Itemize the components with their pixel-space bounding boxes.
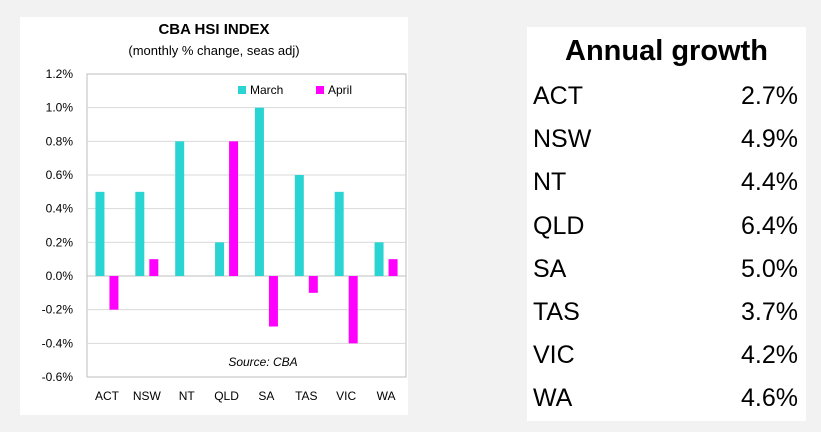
legend-label: April [328, 83, 352, 97]
bar-march-nsw [135, 191, 145, 276]
y-tick-label: 0.8% [46, 134, 74, 148]
growth-value: 2.7% [741, 82, 798, 110]
growth-state-label: NSW [533, 125, 592, 154]
growth-value: 5.0% [741, 254, 798, 283]
growth-row-act: ACT 2.7% [533, 82, 798, 122]
x-tick-label: VIC [336, 389, 356, 403]
y-tick-label: 0.4% [46, 202, 74, 216]
bar-march-wa [374, 242, 384, 276]
bar-april-tas [308, 276, 318, 293]
growth-state-label: NT [533, 168, 567, 197]
bar-april-nsw [149, 259, 159, 276]
growth-state-label: VIC [533, 341, 575, 370]
growth-value: 4.6% [741, 384, 798, 413]
x-tick-label: QLD [214, 389, 239, 403]
bar-march-sa [254, 107, 264, 277]
bar-march-tas [294, 175, 304, 276]
growth-row-nsw: NSW 4.9% [533, 125, 798, 165]
growth-row-wa: WA 4.6% [533, 384, 798, 424]
bar-march-act [95, 191, 105, 276]
growth-state-label: WA [533, 384, 573, 413]
bar-march-nt [175, 141, 185, 276]
growth-state-label: TAS [533, 298, 580, 326]
y-tick-label: -0.6% [42, 370, 74, 384]
growth-value: 4.4% [741, 168, 798, 197]
x-tick-label: SA [258, 389, 274, 403]
bar-april-wa [388, 259, 398, 276]
growth-value: 6.4% [741, 211, 798, 240]
bar-april-vic [348, 276, 358, 344]
legend-label: March [250, 83, 283, 97]
growth-row-sa: SA 5.0% [533, 255, 798, 295]
legend-swatch-april [316, 86, 324, 94]
bar-march-vic [334, 191, 344, 276]
chart-panel: CBA HSI INDEX (monthly % change, seas ad… [20, 17, 408, 415]
growth-value: 4.9% [741, 125, 798, 154]
growth-state-label: SA [533, 254, 567, 283]
bar-march-qld [215, 242, 225, 276]
source-annotation: Source: CBA [228, 355, 297, 369]
x-tick-label: NT [179, 389, 196, 403]
bar-april-sa [268, 276, 278, 327]
plot-area [86, 73, 407, 378]
growth-row-nt: NT 4.4% [533, 168, 798, 208]
growth-value: 3.7% [741, 298, 798, 326]
y-tick-label: 1.2% [46, 67, 74, 81]
bar-april-act [109, 276, 119, 310]
annual-growth-panel: Annual growth ACT 2.7% NSW 4.9% NT 4.4% QLD 6.4… [527, 27, 806, 421]
growth-state-label: ACT [533, 82, 583, 110]
growth-row-qld: QLD 6.4% [533, 212, 798, 252]
growth-state-label: QLD [533, 211, 585, 240]
growth-row-tas: TAS 3.7% [533, 298, 798, 338]
y-tick-label: 0.0% [46, 269, 74, 283]
y-tick-label: -0.4% [42, 336, 74, 350]
y-tick-label: -0.2% [42, 303, 74, 317]
x-tick-label: NSW [133, 389, 162, 403]
growth-row-vic: VIC 4.2% [533, 341, 798, 381]
chart-subtitle: (monthly % change, seas adj) [128, 43, 300, 58]
legend-swatch-march [238, 86, 246, 94]
x-tick-label: WA [377, 389, 396, 403]
y-tick-label: 1.0% [46, 101, 74, 115]
bar-chart: 1.2% 1.0% 0.8% 0.6% 0.4% 0.2% 0.0% -0.2% -0.4% -0… [42, 67, 407, 403]
bar-april-qld [229, 141, 239, 276]
x-tick-label: TAS [295, 389, 317, 403]
chart-title: CBA HSI INDEX [158, 21, 270, 38]
y-tick-label: 0.6% [46, 168, 74, 182]
y-tick-label: 0.2% [46, 235, 74, 249]
x-tick-label: ACT [95, 389, 120, 403]
growth-value: 4.2% [741, 341, 798, 370]
annual-growth-title: Annual growth [565, 35, 768, 67]
